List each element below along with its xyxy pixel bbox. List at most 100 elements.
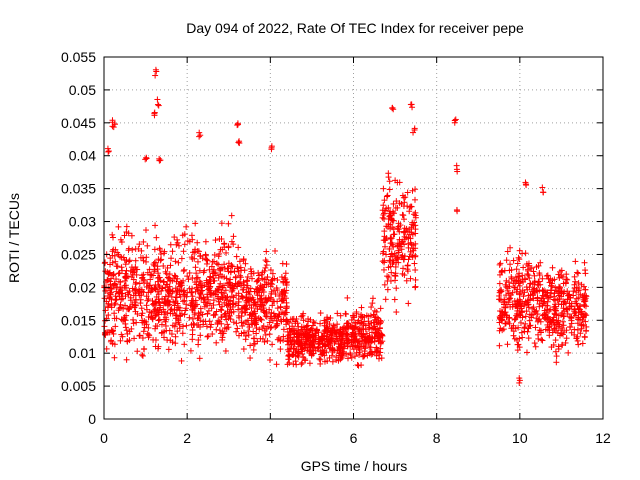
data-point: [179, 298, 186, 305]
data-point: [263, 262, 270, 269]
data-point: [160, 306, 167, 313]
data-point: [263, 313, 270, 320]
data-point: [321, 358, 328, 365]
data-point: [246, 324, 253, 331]
data-point: [172, 312, 179, 319]
data-point: [552, 303, 559, 310]
data-point: [223, 275, 230, 282]
data-point: [497, 260, 504, 267]
data-point: [129, 246, 136, 253]
data-point: [213, 339, 220, 346]
data-point: [403, 277, 410, 284]
data-point: [339, 348, 346, 355]
data-point: [407, 203, 414, 210]
data-point: [322, 326, 329, 333]
data-point: [236, 258, 243, 265]
data-point: [145, 334, 152, 341]
data-point: [283, 321, 290, 328]
data-point: [354, 339, 361, 346]
data-point: [539, 312, 546, 319]
data-point: [539, 275, 546, 282]
data-point: [388, 216, 395, 223]
data-point: [283, 304, 290, 311]
data-point: [173, 312, 180, 319]
data-point: [411, 125, 418, 132]
data-point: [212, 272, 219, 279]
data-point: [410, 129, 417, 136]
data-point: [278, 289, 285, 296]
data-point: [313, 326, 320, 333]
data-point: [206, 318, 213, 325]
data-point: [375, 315, 382, 322]
data-point: [226, 309, 233, 316]
data-point: [151, 112, 158, 119]
data-point: [271, 298, 278, 305]
data-point: [107, 261, 114, 268]
data-point: [407, 275, 414, 282]
data-point: [302, 357, 309, 364]
data-point: [531, 272, 538, 279]
data-point: [249, 275, 256, 282]
data-point: [563, 335, 570, 342]
data-point: [582, 267, 589, 274]
data-point: [107, 289, 114, 296]
data-point: [122, 293, 129, 300]
data-point: [277, 346, 284, 353]
data-point: [404, 262, 411, 269]
data-point: [209, 270, 216, 277]
data-point: [224, 321, 231, 328]
data-point: [353, 310, 360, 317]
data-point: [271, 313, 278, 320]
data-point: [391, 296, 398, 303]
data-point: [503, 277, 510, 284]
data-point: [388, 250, 395, 257]
data-point: [206, 285, 213, 292]
data-point: [307, 316, 314, 323]
data-point: [534, 288, 541, 295]
data-point: [181, 297, 188, 304]
data-point: [389, 208, 396, 215]
data-point: [529, 288, 536, 295]
data-point: [359, 333, 366, 340]
data-point: [370, 319, 377, 326]
data-point: [244, 273, 251, 280]
data-point: [112, 300, 119, 307]
data-point: [149, 301, 156, 308]
data-point: [204, 293, 211, 300]
data-point: [395, 259, 402, 266]
data-point: [400, 238, 407, 245]
data-point: [337, 312, 344, 319]
data-point: [128, 232, 135, 239]
data-point: [285, 337, 292, 344]
data-point: [123, 356, 130, 363]
x-axis-label: GPS time / hours: [301, 458, 408, 474]
data-point: [110, 124, 117, 131]
data-point: [365, 318, 372, 325]
data-point: [168, 331, 175, 338]
data-point: [194, 315, 201, 322]
data-point: [180, 323, 187, 330]
data-point: [197, 332, 204, 339]
data-point: [139, 352, 146, 359]
data-point: [235, 139, 242, 146]
data-point: [233, 328, 240, 335]
data-point: [518, 302, 525, 309]
data-point: [515, 254, 522, 261]
data-point: [267, 325, 274, 332]
data-point: [151, 266, 158, 273]
data-point: [581, 259, 588, 266]
data-point: [284, 361, 291, 368]
data-point: [517, 319, 524, 326]
data-point: [115, 270, 122, 277]
data-point: [223, 325, 230, 332]
data-point: [127, 294, 134, 301]
data-point: [396, 236, 403, 243]
data-point: [331, 339, 338, 346]
data-point: [496, 271, 503, 278]
data-point: [131, 304, 138, 311]
data-point: [238, 305, 245, 312]
data-point: [411, 196, 418, 203]
data-point: [316, 355, 323, 362]
data-point: [193, 270, 200, 277]
data-point: [546, 324, 553, 331]
